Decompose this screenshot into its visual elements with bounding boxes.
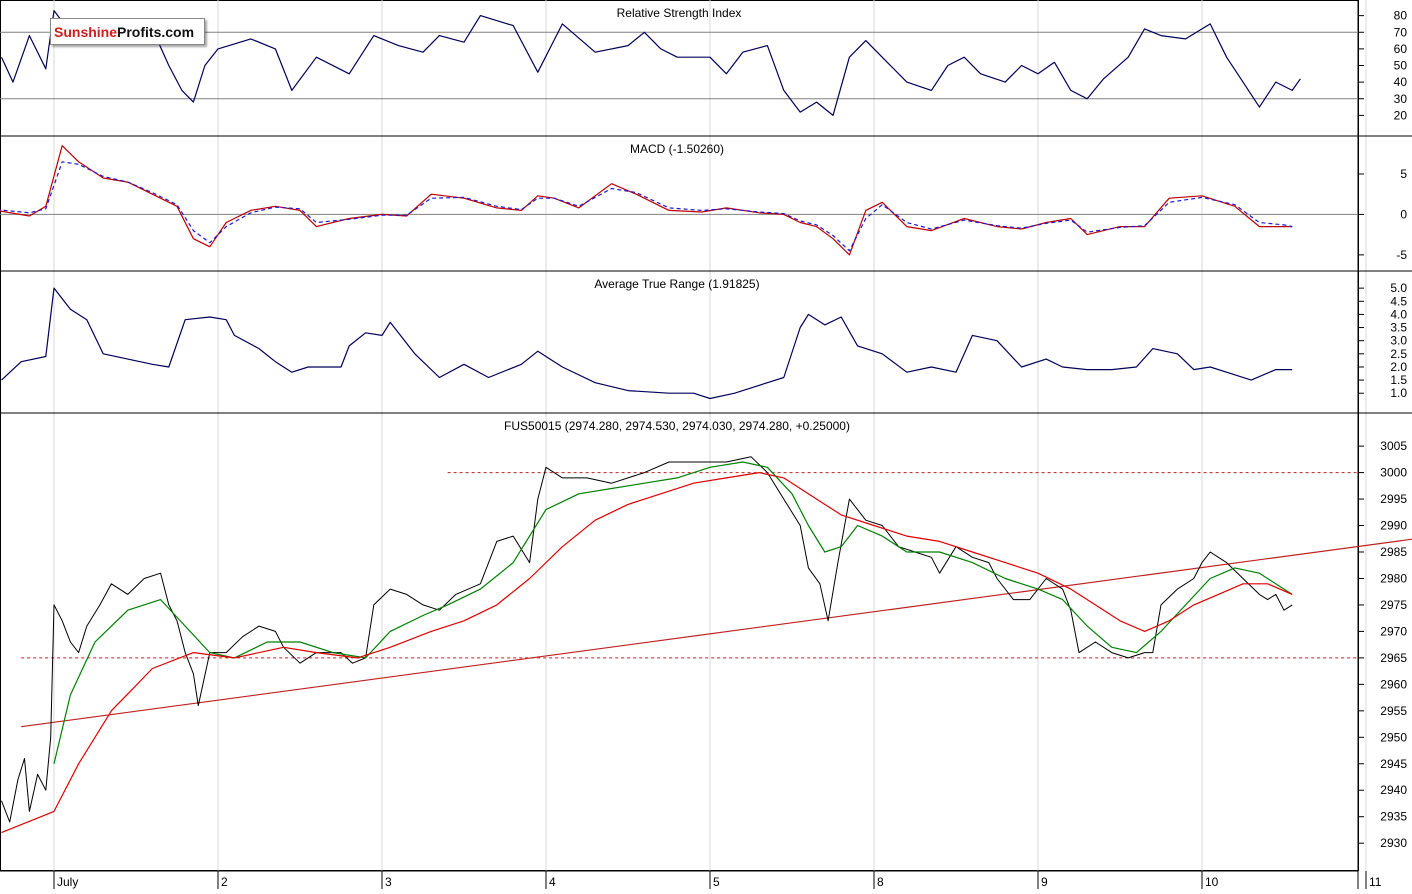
macd-line	[0, 145, 1293, 256]
macd-signal-line	[0, 161, 1293, 252]
y-tick-label: 2980	[1380, 571, 1407, 585]
y-tick-label: 3.0	[1390, 334, 1407, 348]
y-tick-label: 3005	[1380, 439, 1407, 453]
y-tick-label: 4.5	[1390, 294, 1407, 308]
plot-frame	[0, 0, 1359, 871]
y-tick-label: 5	[1400, 167, 1407, 181]
y-tick-label: 2940	[1380, 783, 1407, 797]
moving-average-long	[1, 472, 1293, 834]
rsi-line	[0, 10, 1301, 117]
trendline	[21, 538, 1412, 728]
y-tick-label: 2930	[1380, 836, 1407, 850]
y-tick-label: 2950	[1380, 730, 1407, 744]
y-tick-label: 40	[1394, 75, 1408, 89]
y-tick-label: 1.0	[1390, 386, 1407, 400]
y-tick-label: 20	[1394, 108, 1408, 122]
y-tick-label: 50	[1394, 59, 1408, 73]
y-tick-label: 4.0	[1390, 307, 1407, 321]
x-tick-label: 2	[221, 875, 228, 889]
y-tick-label: 2970	[1380, 624, 1407, 638]
y-tick-label: 2995	[1380, 492, 1407, 506]
y-tick-label: 60	[1394, 42, 1408, 56]
y-tick-label: 70	[1394, 25, 1408, 39]
y-tick-label: 3.5	[1390, 321, 1407, 335]
y-tick-label: 2985	[1380, 545, 1407, 559]
y-tick-label: -5	[1396, 248, 1407, 262]
y-tick-label: 2935	[1380, 810, 1407, 824]
panel-title: Average True Range (1.91825)	[594, 277, 759, 291]
y-tick-label: 2975	[1380, 598, 1407, 612]
y-tick-label: 2.0	[1390, 360, 1407, 374]
y-tick-label: 3000	[1380, 466, 1407, 480]
brand-logo: Sunshine Profits.com	[50, 18, 206, 45]
x-tick-label: 11	[1369, 875, 1382, 889]
x-tick-label: 10	[1205, 875, 1219, 889]
y-tick-label: 30	[1394, 92, 1408, 106]
y-tick-label: 1.5	[1390, 373, 1407, 387]
brand-logo-part1: Sunshine	[54, 23, 118, 40]
y-tick-label: 2960	[1380, 677, 1407, 691]
panel-title: FUS50015 (2974.280, 2974.530, 2974.030, …	[504, 419, 850, 433]
y-tick-label: 5.0	[1390, 281, 1407, 295]
moving-average-short	[53, 461, 1293, 764]
x-tick-label: 9	[1041, 875, 1048, 889]
y-tick-label: 80	[1394, 9, 1408, 23]
y-tick-label: 2990	[1380, 519, 1407, 533]
y-tick-label: 0	[1400, 207, 1407, 221]
panel-title: MACD (-1.50260)	[630, 142, 724, 156]
brand-logo-part2: Profits.com	[117, 23, 195, 40]
y-tick-label: 2955	[1380, 704, 1407, 718]
x-tick-label: 5	[713, 875, 720, 889]
x-tick-label: July	[57, 875, 78, 889]
x-tick-label: 4	[549, 875, 556, 889]
price-line	[1, 456, 1293, 823]
atr-line	[1, 287, 1293, 400]
y-tick-label: 2965	[1380, 651, 1407, 665]
y-tick-label: 2.5	[1390, 347, 1407, 361]
y-tick-label: 2945	[1380, 757, 1407, 771]
x-tick-label: 8	[877, 875, 884, 889]
x-tick-label: 3	[385, 875, 392, 889]
panel-title: Relative Strength Index	[617, 6, 742, 20]
